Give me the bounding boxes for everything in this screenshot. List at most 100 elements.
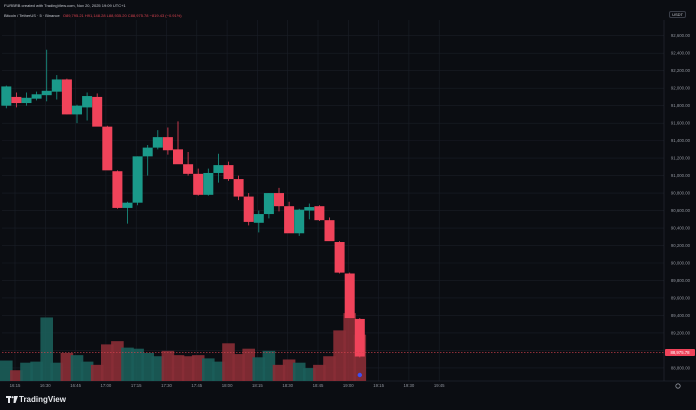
candle-body [193, 173, 204, 195]
volume-bar [323, 356, 336, 381]
y-axis-tick-label: 92,600.00 [671, 33, 691, 38]
volume-bar [292, 362, 306, 381]
x-axis-tick-label: 18:45 [313, 383, 324, 388]
candle-body [21, 97, 32, 104]
y-axis-tick-label: 91,200.00 [671, 156, 691, 161]
candle-body [82, 96, 93, 108]
y-axis-tick-label: 91,000.00 [671, 173, 691, 178]
tradingview-logo-icon [6, 396, 18, 403]
candle-body [1, 86, 12, 106]
candle-body [122, 202, 133, 208]
volume-bar [80, 361, 94, 381]
candle-body [162, 137, 173, 151]
candle-body [354, 318, 365, 357]
y-axis-tick-label: 89,200.00 [671, 330, 691, 335]
last-price-label: 88,975.78 [670, 350, 690, 355]
candle-body [183, 164, 194, 174]
volume-bar [90, 364, 104, 381]
currency-label[interactable]: USDT [669, 11, 686, 18]
published-line: FURBRB created with TradingView.com, Nov… [4, 3, 126, 8]
y-axis-tick-label: 92,000.00 [671, 86, 691, 91]
x-axis-tick-label: 17:45 [191, 383, 202, 388]
volume-bar [60, 353, 74, 381]
candle-body [41, 90, 52, 96]
volume-bar [0, 360, 13, 381]
candle-body [304, 207, 315, 211]
x-axis-tick-label: 18:00 [222, 383, 233, 388]
y-axis-tick-label: 88,800.00 [671, 365, 691, 370]
volume-bar [151, 356, 165, 381]
symbol-header: Bitcoin / TetherUS · 5 · Binance O89,795… [4, 13, 182, 18]
y-axis-tick-label: 92,200.00 [671, 68, 691, 73]
volume-bar [70, 355, 84, 381]
volume-bar [50, 362, 64, 381]
volume-bar [30, 361, 43, 381]
y-axis-tick-label: 89,800.00 [671, 278, 691, 283]
volume-bar [303, 368, 316, 381]
candle-body [294, 209, 305, 234]
volume-bar [232, 354, 245, 381]
volume-bar [333, 330, 346, 381]
volume-bar [282, 359, 296, 381]
x-axis-tick-label: 16:15 [10, 383, 21, 388]
candle-body [233, 179, 244, 197]
volume-bar [191, 355, 205, 381]
y-axis-tick-label: 92,400.00 [671, 51, 691, 56]
y-axis-tick-label: 90,200.00 [671, 243, 691, 248]
ohlc-values: O89,795.21 H91,148.28 L88,935.20 C88,975… [62, 13, 182, 18]
volume-bar [131, 348, 144, 381]
x-axis-tick-label: 17:00 [101, 383, 112, 388]
volume-bar [343, 313, 356, 381]
candle-body [11, 96, 22, 104]
settings-gear-icon[interactable] [675, 383, 681, 389]
x-axis-tick-label: 16:30 [40, 383, 51, 388]
volume-bar [212, 361, 225, 381]
candle-body [102, 126, 113, 171]
candle-body [203, 172, 214, 195]
x-axis-tick-label: 16:45 [70, 383, 81, 388]
candle-body [213, 165, 224, 173]
y-axis-tick-label: 90,800.00 [671, 191, 691, 196]
volume-bar [272, 364, 286, 381]
x-axis-tick-label: 17:30 [161, 383, 172, 388]
candle-body [61, 79, 72, 115]
candle-body [31, 94, 42, 99]
volume-bar [40, 317, 53, 381]
x-axis-tick-label: 19:15 [373, 383, 384, 388]
candle-body [274, 193, 284, 207]
volume-bar [10, 370, 23, 381]
volume-bar [121, 347, 134, 381]
volume-bar [181, 356, 195, 381]
candle-body [132, 156, 143, 203]
candle-body [344, 273, 355, 319]
y-axis-tick-label: 89,600.00 [671, 295, 691, 300]
y-axis-tick-label: 90,000.00 [671, 260, 691, 265]
y-axis-tick-label: 90,400.00 [671, 226, 691, 231]
footer-bar: TradingView [0, 390, 696, 410]
volume-bar [202, 358, 215, 381]
y-axis-tick-label: 91,600.00 [671, 121, 691, 126]
symbol-name[interactable]: Bitcoin / TetherUS · 5 · Binance [4, 13, 60, 18]
candle-body [152, 137, 163, 148]
volume-bar [252, 357, 266, 381]
volume-bar [171, 355, 185, 381]
candle-body [324, 220, 335, 242]
candle-body [314, 206, 325, 221]
candle-body [51, 79, 62, 92]
volume-bar [141, 353, 154, 381]
y-axis-tick-label: 91,400.00 [671, 138, 691, 143]
candle-body [72, 105, 82, 115]
x-axis-tick-label: 19:00 [343, 383, 354, 388]
volume-bar [313, 364, 326, 381]
x-axis-tick-label: 19:30 [404, 383, 415, 388]
candle-body [263, 193, 274, 215]
y-axis-tick-label: 89,400.00 [671, 313, 691, 318]
x-axis-tick-label: 19:45 [434, 383, 445, 388]
x-axis-tick-label: 18:15 [252, 383, 263, 388]
candle-body [253, 214, 264, 223]
volume-bar [262, 350, 276, 381]
candle-body [92, 96, 103, 127]
volume-bar [101, 344, 114, 381]
tradingview-brand[interactable]: TradingView [19, 395, 66, 404]
